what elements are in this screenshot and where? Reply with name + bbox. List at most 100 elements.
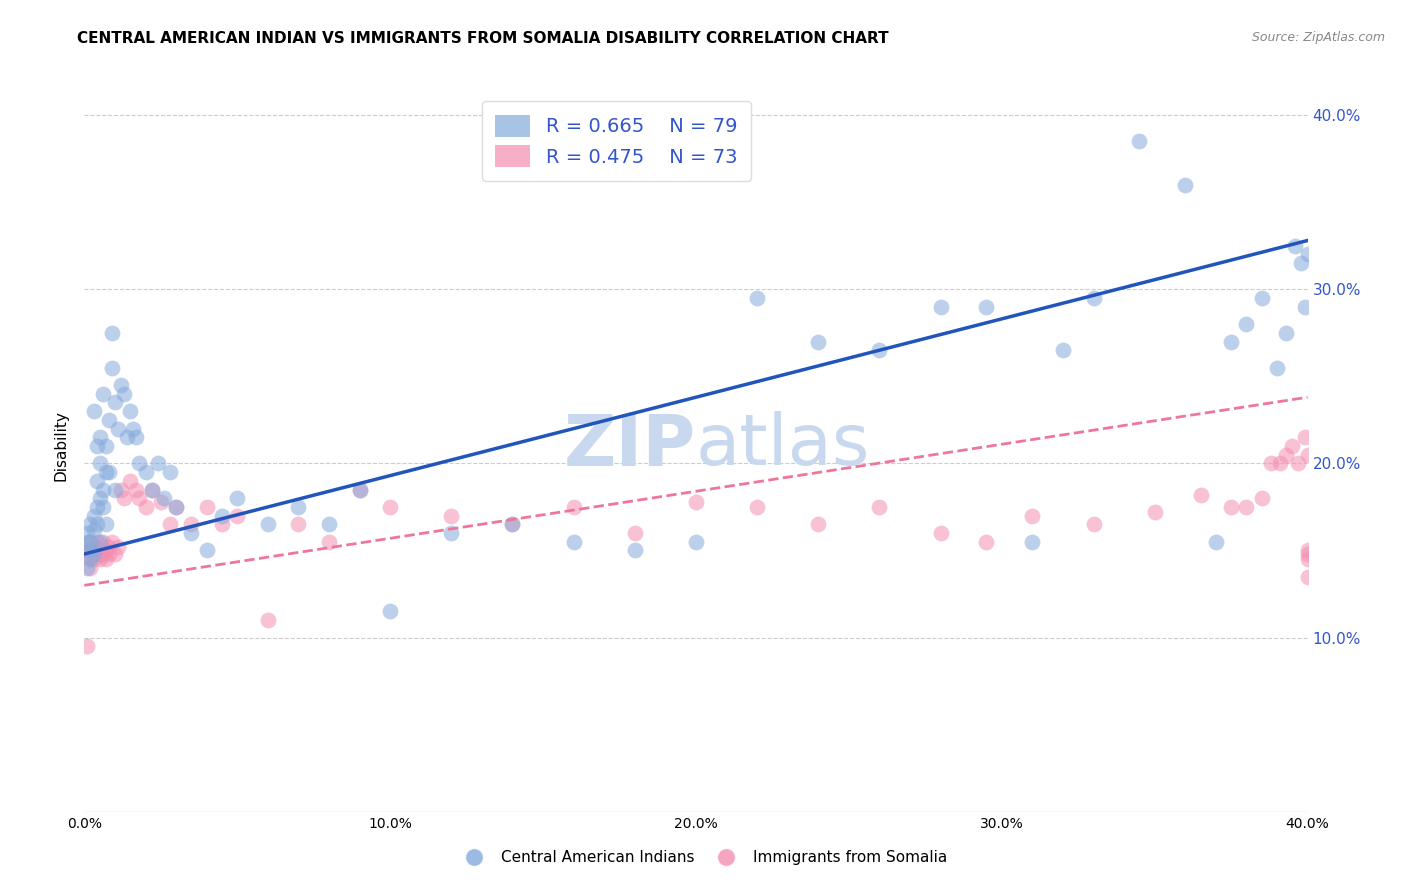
Point	[1052, 343, 1074, 358]
Point	[1021, 534, 1043, 549]
Point	[807, 334, 830, 349]
Point	[83, 552, 105, 566]
Point	[257, 613, 280, 627]
Point	[1296, 448, 1319, 462]
Point	[128, 457, 150, 471]
Point	[94, 465, 117, 479]
Point	[112, 386, 135, 401]
Point	[1250, 491, 1272, 506]
Point	[159, 465, 181, 479]
Point	[165, 500, 187, 514]
Point	[89, 534, 111, 549]
Point	[195, 500, 218, 514]
Point	[1281, 439, 1303, 453]
Point	[624, 526, 647, 541]
Point	[153, 491, 176, 506]
Point	[380, 500, 402, 514]
Point	[79, 517, 101, 532]
Point	[107, 540, 129, 554]
Point	[91, 534, 114, 549]
Point	[79, 543, 101, 558]
Point	[83, 540, 105, 554]
Point	[1296, 552, 1319, 566]
Text: atlas: atlas	[696, 411, 870, 481]
Point	[1083, 291, 1105, 305]
Point	[1294, 300, 1316, 314]
Point	[807, 517, 830, 532]
Point	[91, 547, 114, 561]
Point	[110, 378, 132, 392]
Legend: R = 0.665    N = 79, R = 0.475    N = 73: R = 0.665 N = 79, R = 0.475 N = 73	[482, 101, 751, 181]
Point	[76, 547, 98, 561]
Point	[1260, 457, 1282, 471]
Point	[1189, 488, 1212, 502]
Point	[146, 457, 169, 471]
Point	[76, 561, 98, 575]
Point	[562, 500, 585, 514]
Point	[86, 540, 108, 554]
Point	[89, 491, 111, 506]
Point	[112, 491, 135, 506]
Point	[869, 500, 891, 514]
Point	[1128, 134, 1150, 148]
Point	[79, 552, 101, 566]
Point	[1265, 360, 1288, 375]
Point	[86, 517, 108, 532]
Point	[195, 543, 218, 558]
Point	[86, 500, 108, 514]
Point	[115, 430, 138, 444]
Point	[89, 543, 111, 558]
Point	[104, 395, 127, 409]
Point	[97, 540, 120, 554]
Point	[1296, 547, 1319, 561]
Point	[83, 547, 105, 561]
Point	[929, 300, 952, 314]
Point	[440, 526, 463, 541]
Point	[211, 517, 233, 532]
Point	[380, 604, 402, 618]
Point	[89, 457, 111, 471]
Point	[1275, 448, 1298, 462]
Point	[1296, 543, 1319, 558]
Point	[1236, 317, 1258, 331]
Point	[318, 534, 340, 549]
Point	[110, 483, 132, 497]
Point	[976, 534, 998, 549]
Point	[502, 517, 524, 532]
Point	[257, 517, 280, 532]
Point	[120, 474, 142, 488]
Point	[1083, 517, 1105, 532]
Point	[125, 430, 148, 444]
Point	[83, 547, 105, 561]
Point	[79, 552, 101, 566]
Point	[976, 300, 998, 314]
Point	[76, 640, 98, 654]
Point	[97, 547, 120, 561]
Point	[86, 547, 108, 561]
Text: ZIP: ZIP	[564, 411, 696, 481]
Point	[101, 534, 124, 549]
Point	[349, 483, 371, 497]
Point	[120, 404, 142, 418]
Point	[97, 413, 120, 427]
Point	[86, 439, 108, 453]
Point	[685, 534, 707, 549]
Point	[1143, 505, 1166, 519]
Point	[1205, 534, 1227, 549]
Text: Source: ZipAtlas.com: Source: ZipAtlas.com	[1251, 31, 1385, 45]
Point	[76, 526, 98, 541]
Point	[94, 439, 117, 453]
Point	[1286, 457, 1309, 471]
Point	[79, 534, 101, 549]
Point	[685, 494, 707, 508]
Point	[159, 517, 181, 532]
Point	[211, 508, 233, 523]
Point	[562, 534, 585, 549]
Point	[101, 360, 124, 375]
Point	[1220, 500, 1243, 514]
Point	[1294, 430, 1316, 444]
Point	[869, 343, 891, 358]
Point	[180, 517, 202, 532]
Point	[83, 508, 105, 523]
Y-axis label: Disability: Disability	[53, 410, 69, 482]
